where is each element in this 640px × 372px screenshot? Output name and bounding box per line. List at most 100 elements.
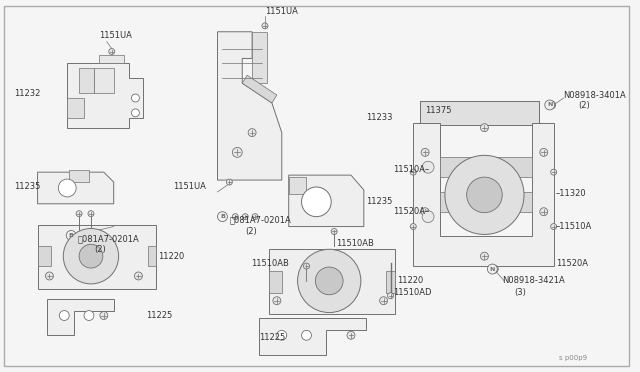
Text: (3): (3) (514, 288, 526, 297)
Text: (2): (2) (579, 102, 590, 110)
Circle shape (550, 169, 557, 175)
Text: N08918-3421A: N08918-3421A (502, 276, 565, 285)
Text: 11220: 11220 (397, 276, 424, 285)
Text: 11220: 11220 (158, 252, 184, 261)
Circle shape (131, 94, 140, 102)
Circle shape (232, 214, 238, 219)
Circle shape (303, 263, 310, 269)
Text: 11225: 11225 (147, 311, 173, 320)
Circle shape (63, 228, 118, 284)
Text: B: B (68, 233, 74, 238)
Text: 11235: 11235 (14, 183, 40, 192)
Polygon shape (47, 299, 114, 335)
Circle shape (410, 224, 416, 230)
Polygon shape (269, 249, 396, 314)
Circle shape (347, 331, 355, 339)
Circle shape (262, 23, 268, 29)
Polygon shape (440, 157, 532, 177)
Text: Ⓑ081A7-0201A: Ⓑ081A7-0201A (77, 234, 139, 243)
Text: Ⓑ081A7-0201A: Ⓑ081A7-0201A (229, 215, 291, 224)
Polygon shape (440, 192, 532, 212)
Circle shape (445, 155, 524, 234)
Circle shape (422, 161, 434, 173)
Circle shape (540, 148, 548, 156)
Circle shape (422, 211, 434, 222)
Polygon shape (259, 318, 366, 355)
Text: 11225: 11225 (259, 333, 285, 342)
Text: 11375: 11375 (425, 106, 452, 115)
Polygon shape (413, 123, 554, 266)
Circle shape (218, 212, 227, 222)
Polygon shape (289, 175, 364, 227)
Text: 11520A–: 11520A– (394, 207, 429, 216)
Circle shape (316, 267, 343, 295)
Circle shape (242, 214, 248, 219)
Polygon shape (38, 246, 51, 266)
Text: –11510A: –11510A (556, 222, 592, 231)
Text: N08918-3401A: N08918-3401A (564, 90, 627, 100)
Circle shape (252, 214, 258, 219)
Circle shape (79, 244, 103, 268)
Circle shape (67, 231, 76, 240)
Circle shape (481, 252, 488, 260)
Circle shape (76, 211, 82, 217)
Circle shape (301, 330, 312, 340)
Circle shape (232, 147, 242, 157)
Text: 1151UA: 1151UA (99, 31, 132, 40)
Text: 11520A: 11520A (556, 259, 588, 267)
Circle shape (548, 101, 556, 109)
Text: B: B (220, 214, 225, 219)
Circle shape (84, 311, 94, 320)
Polygon shape (420, 101, 539, 125)
Circle shape (88, 211, 94, 217)
Text: (2): (2) (94, 245, 106, 254)
Text: N: N (490, 267, 495, 272)
Circle shape (301, 187, 332, 217)
Text: N: N (547, 102, 552, 108)
Circle shape (277, 330, 287, 340)
Text: 11510AB: 11510AB (336, 239, 374, 248)
Polygon shape (69, 170, 89, 182)
Text: 11233: 11233 (366, 113, 392, 122)
Polygon shape (252, 32, 267, 83)
Polygon shape (38, 172, 114, 204)
Text: s p00p9: s p00p9 (559, 355, 587, 361)
Circle shape (134, 272, 142, 280)
Circle shape (467, 177, 502, 213)
Circle shape (421, 148, 429, 156)
Circle shape (490, 265, 499, 273)
Circle shape (109, 49, 115, 55)
Polygon shape (79, 68, 94, 93)
Text: –11320: –11320 (556, 189, 586, 198)
Text: 11510AB: 11510AB (251, 259, 289, 267)
Circle shape (131, 109, 140, 117)
Circle shape (410, 169, 416, 175)
Circle shape (421, 208, 429, 216)
Text: 1151UA: 1151UA (265, 7, 298, 16)
Text: 1151UA: 1151UA (173, 183, 206, 192)
Circle shape (58, 179, 76, 197)
Polygon shape (38, 225, 156, 289)
Polygon shape (67, 98, 84, 118)
Circle shape (298, 249, 361, 312)
Text: 11510A–: 11510A– (394, 165, 429, 174)
Polygon shape (67, 63, 143, 128)
Polygon shape (218, 32, 282, 180)
Circle shape (100, 312, 108, 320)
Circle shape (380, 297, 388, 305)
Text: 11235: 11235 (366, 197, 392, 206)
Polygon shape (148, 246, 156, 266)
Polygon shape (385, 271, 396, 293)
Text: 11510AD: 11510AD (394, 288, 432, 297)
Polygon shape (242, 75, 277, 103)
Text: (2): (2) (245, 227, 257, 236)
Circle shape (45, 272, 53, 280)
Circle shape (540, 208, 548, 216)
Circle shape (60, 311, 69, 320)
Circle shape (481, 124, 488, 132)
Circle shape (545, 100, 555, 110)
Polygon shape (269, 271, 282, 293)
Circle shape (273, 297, 281, 305)
Circle shape (227, 179, 232, 185)
Circle shape (550, 224, 557, 230)
